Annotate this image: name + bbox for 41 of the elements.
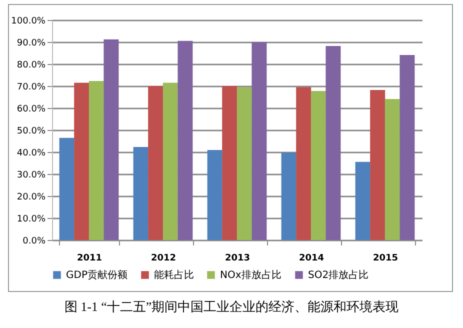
bar bbox=[310, 91, 326, 240]
bar bbox=[148, 86, 164, 240]
x-tick-label: 2014 bbox=[298, 254, 324, 264]
bar bbox=[59, 138, 74, 240]
bar bbox=[104, 39, 119, 240]
bar bbox=[207, 150, 222, 240]
legend-label: SO2排放占比 bbox=[308, 269, 369, 281]
x-tick-label: 2011 bbox=[76, 254, 102, 264]
y-tick-label: 0.0% bbox=[22, 236, 46, 246]
legend-label: 能耗占比 bbox=[154, 269, 194, 281]
y-tick-label: 80.0% bbox=[16, 60, 46, 70]
x-tick-label: 2013 bbox=[224, 254, 250, 264]
y-tick-label: 90.0% bbox=[16, 38, 46, 48]
bar bbox=[74, 82, 90, 240]
y-tick-label: 40.0% bbox=[16, 148, 46, 158]
bar bbox=[281, 152, 296, 240]
y-tick-label: 10.0% bbox=[16, 214, 46, 224]
bar bbox=[222, 86, 238, 240]
bar bbox=[133, 146, 148, 240]
y-tick-label: 50.0% bbox=[16, 126, 46, 136]
legend-label: GDP贡献份额 bbox=[66, 269, 128, 281]
bar bbox=[296, 87, 312, 240]
y-tick-label: 70.0% bbox=[16, 82, 46, 92]
y-tick-label: 100.0% bbox=[11, 16, 46, 26]
x-tick-label: 2012 bbox=[150, 254, 176, 264]
y-tick-label: 20.0% bbox=[16, 192, 46, 202]
bar bbox=[355, 162, 370, 240]
legend-label: NOx排放占比 bbox=[220, 269, 282, 281]
caption: 图 1-1 “十二五”期间中国工业企业的经济、能源和环境表现 bbox=[63, 298, 400, 316]
bar bbox=[252, 42, 267, 240]
x-tick-label: 2015 bbox=[372, 254, 398, 264]
bar bbox=[236, 87, 252, 240]
bar bbox=[384, 98, 400, 240]
bar bbox=[162, 82, 178, 240]
y-tick-label: 60.0% bbox=[16, 104, 46, 114]
bar bbox=[370, 90, 386, 240]
bar bbox=[326, 46, 341, 240]
bar bbox=[178, 40, 193, 240]
y-tick-label: 30.0% bbox=[16, 170, 46, 180]
bar bbox=[400, 54, 415, 240]
bar bbox=[88, 80, 104, 240]
